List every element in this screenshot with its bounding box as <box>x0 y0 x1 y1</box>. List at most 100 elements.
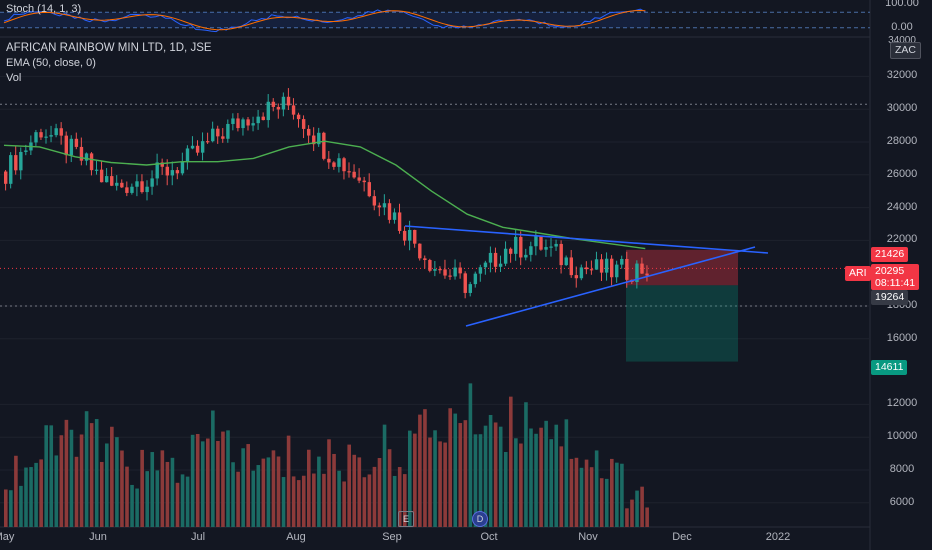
volume-bar <box>347 444 351 527</box>
volume-bar <box>574 457 579 527</box>
volume-bar <box>473 434 478 527</box>
candle-body <box>59 128 63 136</box>
candle-body <box>458 267 462 274</box>
candle-body <box>594 259 599 270</box>
time-tick-label: Oct <box>480 531 498 543</box>
volume-bar <box>44 425 48 527</box>
candle-body <box>317 132 321 145</box>
candle-body <box>64 135 68 156</box>
stoch-top-label: 100.00 <box>885 0 919 9</box>
candle-body <box>221 136 225 139</box>
volume-bar <box>59 435 64 527</box>
volume-bar <box>620 463 624 527</box>
volume-bar <box>266 457 271 527</box>
candle-body <box>39 132 43 138</box>
candle-body <box>589 269 594 271</box>
candle-body <box>645 273 649 276</box>
volume-bar <box>49 425 54 527</box>
ema-legend[interactable]: EMA (50, close, 0) <box>6 57 96 69</box>
candle-body <box>463 273 467 293</box>
lower-trendline <box>465 246 756 327</box>
candle-body <box>54 128 58 136</box>
volume-bar <box>150 452 155 527</box>
volume-bar <box>29 467 33 527</box>
volume-bar <box>14 455 18 527</box>
candle-body <box>155 162 159 179</box>
volume-bar <box>584 459 589 527</box>
candle-body <box>140 181 144 193</box>
volume-bar <box>488 414 493 527</box>
candle-body <box>271 101 276 107</box>
volume-bar <box>544 420 548 527</box>
candle-body <box>438 269 442 271</box>
candle-body <box>241 119 245 129</box>
volume-bar <box>115 437 119 527</box>
candle-body <box>307 128 311 136</box>
volume-bar <box>94 419 99 527</box>
volume-bar <box>564 419 569 527</box>
candle-body <box>509 248 513 254</box>
vol-legend[interactable]: Vol <box>6 72 22 84</box>
volume-bar <box>195 434 200 527</box>
candle-body <box>89 153 94 171</box>
candle-body <box>110 176 114 186</box>
volume-bar <box>211 410 215 527</box>
candle-body <box>443 269 447 276</box>
target-price-tag: 21426 <box>871 247 909 262</box>
volume-bar <box>443 442 447 527</box>
candle-body <box>276 106 281 110</box>
candle-body <box>599 259 604 273</box>
candle-body <box>428 260 432 271</box>
volume-bar <box>79 434 84 527</box>
candle-body <box>453 267 457 277</box>
stoch-pane-bg <box>0 0 870 36</box>
stoch-legend[interactable]: Stoch (14, 1, 3) <box>6 3 82 15</box>
candle-body <box>498 263 503 267</box>
price-tick-label: 10000 <box>886 430 918 443</box>
candle-body <box>448 275 452 277</box>
volume-bar <box>120 450 124 527</box>
volume-bar <box>99 461 104 527</box>
stop-zone <box>626 285 738 362</box>
volume-bar <box>322 473 326 527</box>
volume-bar <box>89 423 94 527</box>
volume-bar <box>594 450 599 527</box>
volume-bar <box>9 490 13 527</box>
volume-bar <box>534 433 538 527</box>
time-tick-label: Nov <box>578 531 598 543</box>
candle-body <box>266 101 270 121</box>
dividend-marker[interactable]: D <box>472 511 488 527</box>
overlays <box>3 140 769 327</box>
earnings-marker[interactable]: E <box>398 511 414 527</box>
volume-bar <box>367 474 372 527</box>
volume-bar <box>579 467 584 527</box>
currency-badge[interactable]: ZAC <box>890 42 921 59</box>
candle-body <box>357 177 361 181</box>
price-tick-label: 16000 <box>886 331 918 344</box>
volume-bar <box>246 444 250 527</box>
candle-body <box>554 243 558 247</box>
volume-bar <box>24 467 28 527</box>
candle-body <box>408 229 412 241</box>
candle-body <box>115 182 119 186</box>
candle-body <box>549 246 553 248</box>
candle-body <box>377 205 382 208</box>
time-tick-label: Jul <box>190 531 206 543</box>
volume-bar <box>554 424 559 527</box>
volume-bar <box>301 475 306 527</box>
volume-bar <box>200 441 205 527</box>
candle-body <box>160 162 164 167</box>
candle-body <box>69 138 74 156</box>
candle-body <box>79 146 84 161</box>
volume-bar <box>256 465 261 527</box>
volume-bar <box>342 481 346 527</box>
volume-bar <box>357 457 362 527</box>
candle-body <box>413 229 417 244</box>
candle-body <box>34 132 38 143</box>
volume-bar <box>155 470 160 527</box>
candle-body <box>534 236 538 247</box>
volume-bar <box>362 477 367 527</box>
candle-body <box>296 114 301 120</box>
volume-bar <box>332 453 336 527</box>
